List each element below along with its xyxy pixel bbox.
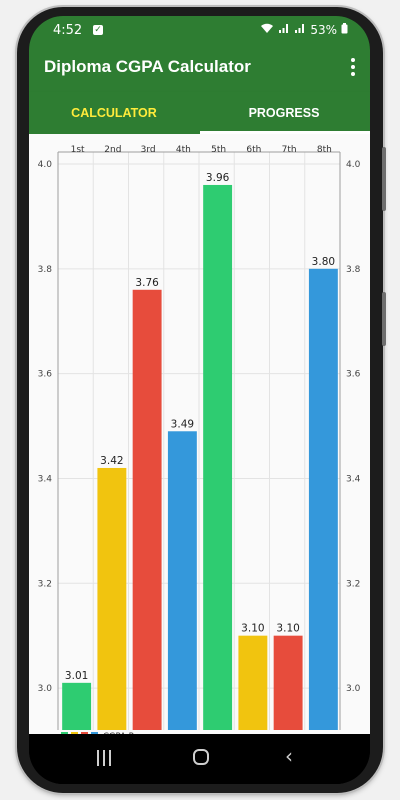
status-right: 53% (260, 23, 348, 37)
bar (132, 289, 162, 730)
bar-value-label: 3.42 (100, 455, 123, 467)
cgpa-chart: 3.0 3.0 3.2 3.2 3.4 3.4 3.6 3.6 3.8 3.8 4.0 4.0 1st 2… (29, 134, 370, 734)
tab-bar: CALCULATOR PROGRESS (29, 92, 370, 134)
y-tick-label-right: 3.8 (346, 265, 361, 275)
tab-calculator[interactable]: CALCULATOR (71, 106, 157, 120)
signal-icon (278, 23, 290, 37)
y-tick-label-right: 3.4 (346, 474, 361, 484)
x-tick-label: 3rd (141, 145, 156, 155)
y-tick-label-left: 4.0 (38, 160, 53, 170)
bar-value-label: 3.10 (241, 623, 264, 635)
y-tick-label-right: 3.0 (346, 684, 361, 694)
x-tick-label: 8th (317, 145, 332, 155)
tab-progress[interactable]: PROGRESS (248, 106, 320, 120)
recents-icon[interactable] (97, 750, 115, 770)
signal-icon-2 (294, 23, 306, 37)
x-tick-label: 5th (211, 145, 226, 155)
y-tick-label-left: 3.0 (38, 684, 53, 694)
battery-percent: 53% (310, 23, 337, 37)
y-tick-label-left: 3.8 (38, 265, 53, 275)
y-tick-label-left: 3.4 (38, 474, 53, 484)
bar-value-label: 3.76 (135, 277, 159, 289)
bar-chart: 3.0 3.0 3.2 3.2 3.4 3.4 3.6 3.6 3.8 3.8 4.0 4.0 1st 2… (38, 145, 361, 734)
bar-value-label: 3.10 (276, 623, 299, 635)
wifi-icon (260, 23, 274, 37)
status-bar: 4:52 ✓ 53% (29, 16, 370, 44)
battery-icon (341, 23, 348, 37)
bar-value-label: 3.96 (206, 172, 230, 184)
bar-value-label: 3.49 (171, 418, 194, 430)
notification-check-icon: ✓ (93, 25, 103, 35)
volume-button (382, 147, 386, 211)
back-icon[interactable]: ‹ (285, 744, 293, 768)
legend-label: CGPA Progress (103, 732, 165, 734)
x-tick-label: 7th (282, 145, 297, 155)
legend-swatch (81, 732, 88, 734)
legend-swatch (91, 732, 98, 734)
x-tick-label: 6th (246, 145, 261, 155)
bar-value-label: 3.80 (312, 256, 335, 268)
tab-indicator (200, 131, 370, 134)
app-bar: Diploma CGPA Calculator (29, 44, 370, 92)
bar (167, 431, 197, 730)
bar (238, 635, 268, 730)
bar (62, 682, 92, 730)
y-tick-label-right: 4.0 (346, 160, 361, 170)
bar (308, 268, 338, 730)
overflow-menu-icon[interactable] (350, 58, 356, 78)
legend-swatch (61, 732, 68, 734)
phone-screen: 4:52 ✓ 53% Diploma CGPA Calculator CALCU… (29, 16, 370, 784)
home-icon[interactable] (193, 749, 209, 765)
legend-swatch (71, 732, 78, 734)
y-tick-label-right: 3.2 (346, 579, 360, 589)
bar (97, 467, 127, 730)
status-time: 4:52 (53, 23, 83, 38)
x-tick-label: 2nd (104, 145, 121, 155)
x-tick-label: 1st (71, 145, 85, 155)
bar (273, 635, 303, 730)
x-tick-label: 4th (176, 145, 191, 155)
y-tick-label-left: 3.6 (38, 370, 53, 380)
app-title: Diploma CGPA Calculator (44, 57, 251, 76)
y-tick-label-right: 3.6 (346, 370, 361, 380)
navigation-bar: ‹ (29, 734, 370, 784)
y-tick-label-left: 3.2 (38, 579, 52, 589)
bar-value-label: 3.01 (65, 670, 88, 682)
bar (203, 184, 233, 731)
power-button (382, 292, 386, 346)
